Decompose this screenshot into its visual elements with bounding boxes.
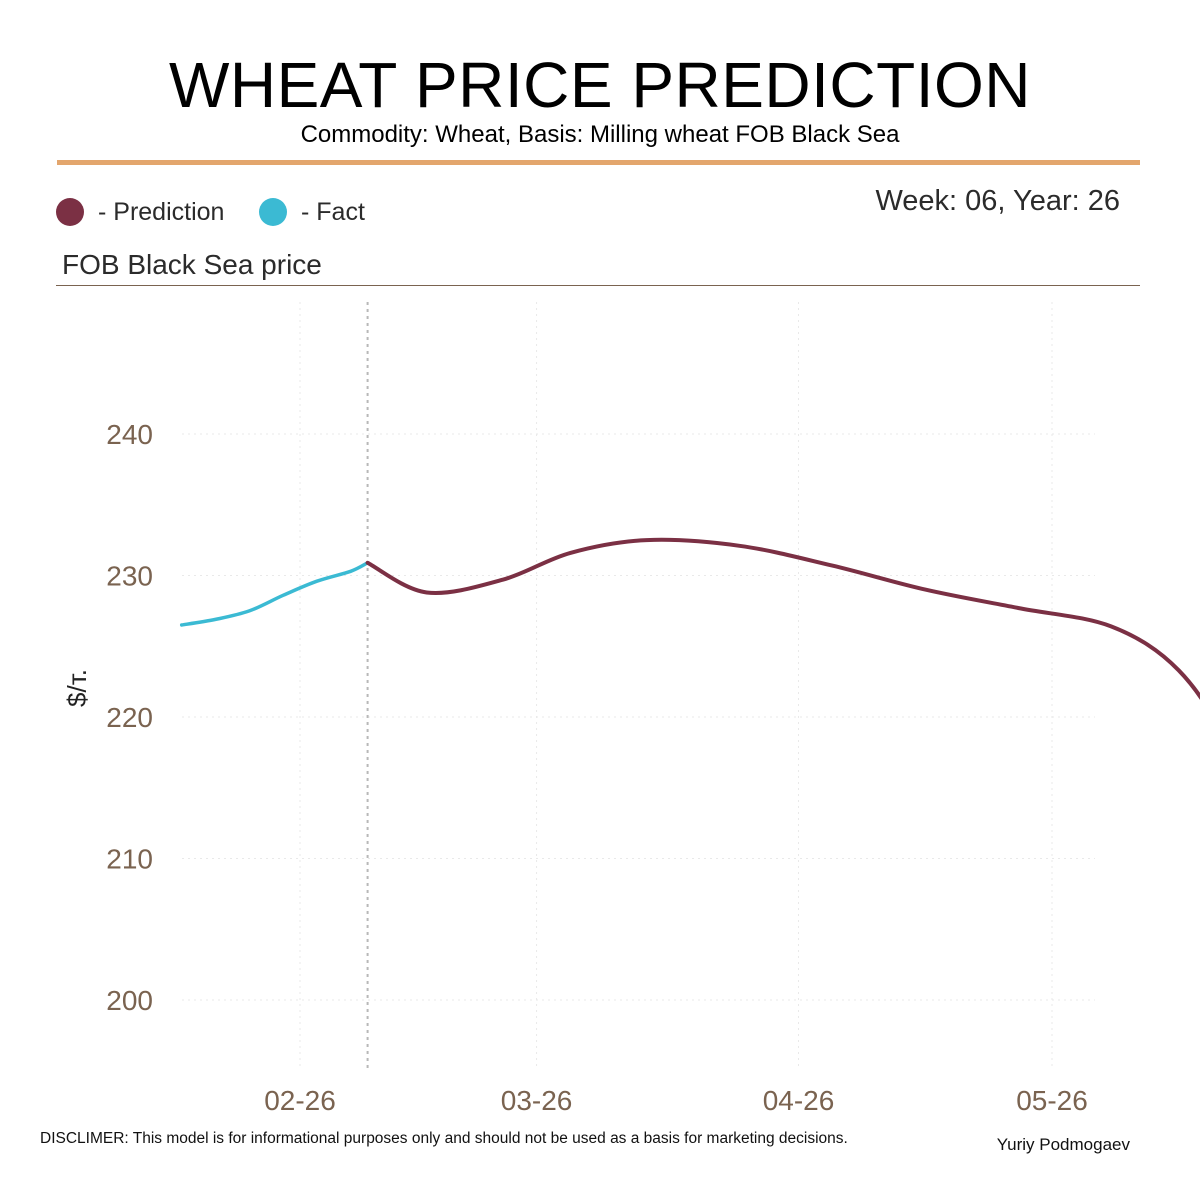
legend-item-prediction: - Prediction bbox=[56, 194, 224, 230]
header-divider bbox=[57, 160, 1140, 165]
disclaimer: DISCLIMER: This model is for information… bbox=[40, 1130, 848, 1147]
series-line-prediction bbox=[365, 537, 1200, 700]
y-tick-label: 210 bbox=[106, 844, 153, 875]
week-label: Week: 06, Year: 26 bbox=[875, 185, 1120, 217]
section-title: FOB Black Sea price bbox=[62, 249, 322, 280]
x-tick-label: 03-26 bbox=[501, 1085, 573, 1116]
legend-label-prediction: - Prediction bbox=[98, 198, 225, 226]
legend-label-fact: - Fact bbox=[301, 198, 365, 226]
grid-vertical bbox=[299, 302, 1053, 1070]
chart-title: WHEAT PRICE PREDICTION bbox=[168, 49, 1032, 121]
x-tick-labels: 02-26 03-26 04-26 05-26 bbox=[264, 1085, 1088, 1116]
y-tick-label: 240 bbox=[106, 419, 153, 450]
y-tick-label: 200 bbox=[106, 985, 153, 1016]
y-tick-label: 220 bbox=[106, 702, 153, 733]
legend-dot-fact-icon bbox=[259, 198, 287, 226]
x-tick-label: 05-26 bbox=[1016, 1085, 1088, 1116]
author: Yuriy Podmogaev bbox=[996, 1135, 1130, 1154]
x-tick-label: 04-26 bbox=[763, 1085, 835, 1116]
grid-horizontal bbox=[182, 433, 1095, 1001]
series-layer bbox=[179, 537, 1200, 700]
series-line-fact bbox=[179, 561, 370, 627]
legend-dot-prediction-icon bbox=[56, 198, 84, 226]
y-axis-label: $/т. bbox=[62, 669, 92, 707]
y-tick-labels: 200 210 220 230 240 bbox=[106, 419, 153, 1016]
y-tick-label: 230 bbox=[106, 561, 153, 592]
section-divider bbox=[56, 285, 1140, 286]
chart-subtitle: Commodity: Wheat, Basis: Milling wheat F… bbox=[300, 121, 900, 148]
legend-item-fact: - Fact bbox=[259, 194, 365, 230]
x-tick-label: 02-26 bbox=[264, 1085, 336, 1116]
